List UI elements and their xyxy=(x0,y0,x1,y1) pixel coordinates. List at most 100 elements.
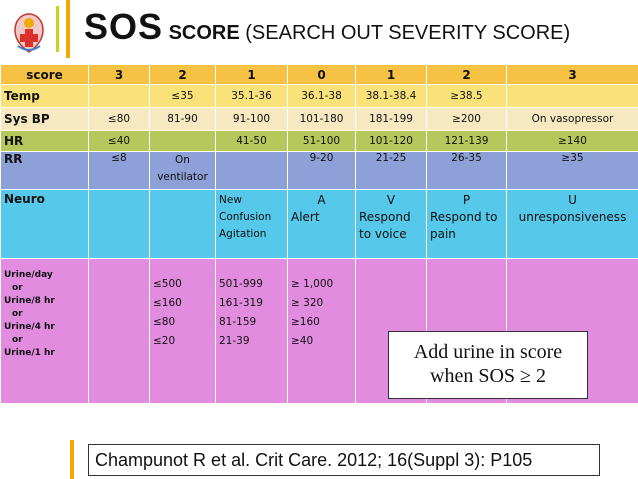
header-cell: 0 xyxy=(287,64,356,85)
urine-label-line: or xyxy=(12,283,23,293)
table-cell xyxy=(215,151,288,190)
table-cell: ≤40 xyxy=(88,130,150,152)
table-cell: ≥38.5 xyxy=(426,84,507,108)
neuro-line: Confusion xyxy=(219,211,272,223)
urine-label-line: or xyxy=(12,309,23,319)
table-cell: U unresponsiveness xyxy=(506,189,638,259)
table-cell: ≤500 ≤160 ≤80 ≤20 xyxy=(149,258,216,404)
table-row-rr: RR ≤8 On ventilator 9-20 21-25 26-35 ≥35 xyxy=(0,151,638,190)
citation: Champunot R et al. Crit Care. 2012; 16(S… xyxy=(88,444,600,476)
title-bar: SOS SCORE (SEARCH OUT SEVERITY SCORE) xyxy=(56,0,638,58)
table-cell xyxy=(506,84,638,108)
table-cell: P Respond to pain xyxy=(426,189,507,259)
neuro-line: Alert xyxy=(291,210,320,224)
citation-accent-bar xyxy=(70,440,74,479)
urine-note-box: Add urine in score when SOS ≥ 2 xyxy=(388,331,588,399)
table-row-neuro: Neuro New Confusion Agitation A Alert V … xyxy=(0,189,638,259)
neuro-line: U xyxy=(568,193,577,207)
neuro-line: Respond xyxy=(359,210,411,224)
row-label: RR xyxy=(0,151,89,190)
table-cell: ≥200 xyxy=(426,107,507,131)
neuro-line: to voice xyxy=(359,227,407,241)
urine-value: ≥ 1,000 xyxy=(291,278,334,290)
note-line: Add urine in score xyxy=(413,341,563,363)
header-row: score 3 2 1 0 1 2 3 xyxy=(0,64,638,85)
table-cell: V Respond to voice xyxy=(355,189,427,259)
neuro-line: pain xyxy=(430,227,456,241)
urine-value: ≤500 xyxy=(153,278,182,290)
table-cell xyxy=(88,258,150,404)
neuro-line: Agitation xyxy=(219,228,267,240)
table-cell: 51-100 xyxy=(287,130,356,152)
table-cell: 91-100 xyxy=(215,107,288,131)
header-cell: score xyxy=(0,64,89,85)
table-cell: 81-90 xyxy=(149,107,216,131)
urine-value: ≥ 320 xyxy=(291,297,324,309)
header-cell: 2 xyxy=(426,64,507,85)
row-label: Urine/day or Urine/8 hr or Urine/4 hr or… xyxy=(0,258,89,404)
table-cell: ≤35 xyxy=(149,84,216,108)
table-cell: 36.1-38 xyxy=(287,84,356,108)
table-cell: 41-50 xyxy=(215,130,288,152)
table-cell: New Confusion Agitation xyxy=(215,189,288,259)
table-cell: On ventilator xyxy=(149,151,216,190)
table-cell xyxy=(88,189,150,259)
hospital-emblem-icon xyxy=(14,13,44,53)
header-cell: 3 xyxy=(506,64,638,85)
table-cell: 35.1-36 xyxy=(215,84,288,108)
table-cell: ≥140 xyxy=(506,130,638,152)
neuro-line: Respond to xyxy=(430,210,498,224)
table-cell xyxy=(149,189,216,259)
table-cell: 38.1-38.4 xyxy=(355,84,427,108)
note-line: when SOS ≥ 2 xyxy=(430,365,546,387)
urine-value: ≥40 xyxy=(291,335,314,347)
urine-value: 21-39 xyxy=(219,335,250,347)
header-cell: 3 xyxy=(88,64,150,85)
header-cell: 1 xyxy=(215,64,288,85)
urine-value: ≤160 xyxy=(153,297,182,309)
table-cell: 26-35 xyxy=(426,151,507,190)
table-cell: 181-199 xyxy=(355,107,427,131)
header-cell: 1 xyxy=(355,64,427,85)
urine-value: ≥160 xyxy=(291,316,320,328)
table-cell: ≥ 1,000 ≥ 320 ≥160 ≥40 xyxy=(287,258,356,404)
urine-value: 161-319 xyxy=(219,297,263,309)
row-label: HR xyxy=(0,130,89,152)
sos-score-table: score 3 2 1 0 1 2 3 Temp ≤35 35.1-36 36.… xyxy=(0,64,638,404)
table-row-hr: HR ≤40 41-50 51-100 101-120 121-139 ≥140 xyxy=(0,130,638,152)
header-cell: 2 xyxy=(149,64,216,85)
neuro-line: unresponsiveness xyxy=(518,210,627,224)
urine-label-line: Urine/8 hr xyxy=(4,296,55,306)
table-cell: A Alert xyxy=(287,189,356,259)
urine-value: ≤80 xyxy=(153,316,176,328)
table-cell: ≤80 xyxy=(88,107,150,131)
table-cell: ≤8 xyxy=(88,151,150,190)
table-row-temp: Temp ≤35 35.1-36 36.1-38 38.1-38.4 ≥38.5 xyxy=(0,84,638,108)
row-label: Neuro xyxy=(0,189,89,259)
urine-label-line: Urine/day xyxy=(4,270,53,280)
urine-label-line: Urine/4 hr xyxy=(4,322,55,332)
table-cell: 9-20 xyxy=(287,151,356,190)
table-cell: 101-120 xyxy=(355,130,427,152)
neuro-line: New xyxy=(219,194,242,206)
table-cell: 21-25 xyxy=(355,151,427,190)
row-label: Temp xyxy=(0,84,89,108)
table-cell: ≥35 xyxy=(506,151,638,190)
table-cell xyxy=(149,130,216,152)
urine-value: 501-999 xyxy=(219,278,263,290)
table-cell xyxy=(88,84,150,108)
table-cell: 121-139 xyxy=(426,130,507,152)
urine-label-line: or xyxy=(12,335,23,345)
urine-value: ≤20 xyxy=(153,335,176,347)
neuro-line: A xyxy=(317,193,326,207)
urine-value: 81-159 xyxy=(219,316,257,328)
table-row-sysbp: Sys BP ≤80 81-90 91-100 101-180 181-199 … xyxy=(0,107,638,131)
row-label: Sys BP xyxy=(0,107,89,131)
page-title: SOS SCORE (SEARCH OUT SEVERITY SCORE) xyxy=(84,6,571,47)
table-cell: On vasopressor xyxy=(506,107,638,131)
table-cell: 101-180 xyxy=(287,107,356,131)
urine-label-line: Urine/1 hr xyxy=(4,348,55,358)
neuro-line: V xyxy=(386,193,396,207)
neuro-line: P xyxy=(462,193,471,207)
